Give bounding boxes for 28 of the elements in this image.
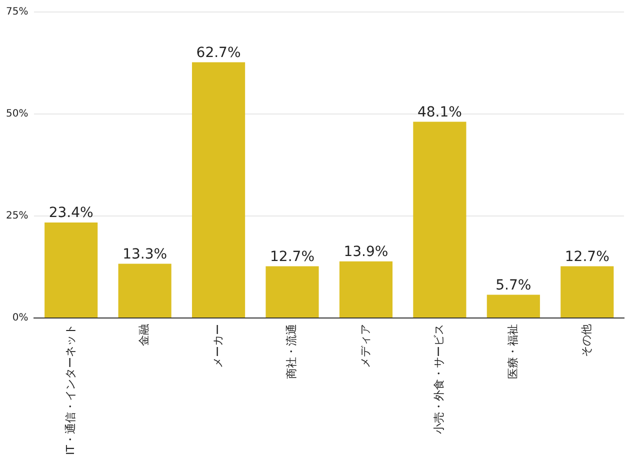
x-tick-label: IT・通信・インターネット [64,324,77,456]
x-tick-label: メディア [358,324,372,368]
x-tick-label: その他 [580,324,593,358]
data-label: 13.3% [122,246,168,262]
data-label: 12.7% [564,248,610,265]
y-tick-label: 50% [6,108,28,120]
x-tick-label: 小売・外食・サービス [432,324,446,434]
bar [266,266,319,318]
x-tick-label: 商社・流通 [285,324,298,380]
data-label: 12.7% [270,248,314,265]
bar [192,62,246,318]
x-tick-label: 金融 [138,324,151,346]
data-label: 62.7% [196,44,241,61]
y-tick-label: 75% [6,6,28,18]
data-label: 13.9% [344,244,388,260]
bar [339,261,393,318]
data-label: 5.7% [496,277,532,294]
bar [44,222,98,318]
bar [486,294,540,318]
data-label: 48.1% [417,104,462,120]
bar [413,122,466,318]
x-tick-label: メーカー [211,324,224,368]
bar [118,264,172,318]
y-tick-label: 0% [12,312,28,324]
y-tick-label: 25% [6,210,28,222]
x-tick-label: 医療・福祉 [506,324,520,380]
bar [560,266,614,318]
data-label: 23.4% [48,205,94,222]
